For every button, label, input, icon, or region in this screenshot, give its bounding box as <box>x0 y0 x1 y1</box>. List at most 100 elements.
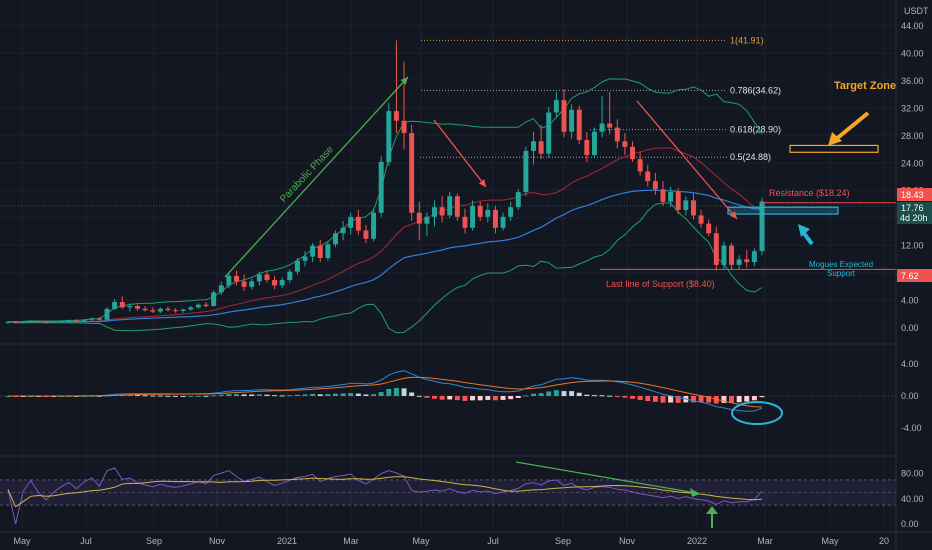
time-tick-label: 2021 <box>277 536 297 546</box>
macd-histogram-bar <box>142 395 148 397</box>
macd-histogram-bar <box>447 396 453 400</box>
macd-histogram-bar <box>348 393 354 396</box>
macd-axis[interactable]: 4.00 0.00 -4.00 <box>901 359 922 433</box>
candle-body <box>5 321 11 323</box>
macd-histogram-bar <box>546 391 552 396</box>
macd-histogram-bar <box>203 395 209 397</box>
candle-body <box>340 227 346 234</box>
time-tick-label: Sep <box>146 536 162 546</box>
candle-body <box>35 321 41 323</box>
macd-histogram-bar <box>561 391 567 396</box>
candle-body <box>279 279 285 286</box>
candle-body <box>698 215 704 224</box>
currency-label[interactable]: USDT <box>904 6 929 16</box>
candle-body <box>523 150 529 193</box>
rsi-tick-label: 40.00 <box>901 494 924 504</box>
macd-histogram-bar <box>325 394 331 396</box>
candle-body <box>477 205 483 217</box>
candle-body <box>241 281 247 287</box>
downtrend-arrow-1-head <box>478 179 486 187</box>
candle-body <box>302 256 308 261</box>
price-tick-label: 12.00 <box>901 241 924 251</box>
candle-body <box>492 209 498 228</box>
candle-body <box>119 301 125 308</box>
macd-histogram-bar <box>637 396 643 400</box>
macd-histogram-bar <box>302 394 308 396</box>
price-tick-label: 32.00 <box>901 103 924 113</box>
candle-body <box>325 244 331 258</box>
price-tick-label: 44.00 <box>901 21 924 31</box>
macd-histogram-bar <box>180 395 186 397</box>
parabolic-arrow-head <box>400 77 408 85</box>
rsi-pane[interactable] <box>0 461 896 528</box>
macd-histogram-bar <box>759 396 765 398</box>
rsi-axis[interactable]: 80.00 40.00 0.00 <box>901 469 924 529</box>
price-tick-label: 24.00 <box>901 158 924 168</box>
candle-body <box>211 292 217 307</box>
downtrend-arrow-2-head <box>729 211 737 219</box>
macd-histogram-bar <box>333 393 338 396</box>
macd-histogram-bar <box>173 395 179 397</box>
macd-histogram-bar <box>386 388 392 396</box>
candle-body <box>729 245 735 265</box>
macd-histogram-bar <box>287 395 293 397</box>
rsi-tick-label: 80.00 <box>901 469 924 479</box>
macd-histogram-bar <box>675 396 681 403</box>
last-price-badge: 18.43 <box>897 188 932 201</box>
fib-label: 0.786(34.62) <box>730 85 781 95</box>
candle-body <box>363 230 369 239</box>
macd-histogram-bar <box>218 394 224 396</box>
candle-body <box>462 216 468 228</box>
macd-tick-label: -4.00 <box>901 423 922 433</box>
candle-body <box>645 171 651 182</box>
candle-body <box>569 109 575 132</box>
macd-histogram-bar <box>729 396 735 403</box>
candlestick-series[interactable] <box>5 40 765 324</box>
candle-body <box>203 304 209 307</box>
macd-histogram-bar <box>569 391 575 396</box>
candle-body <box>104 308 110 320</box>
macd-histogram-bar <box>515 396 521 398</box>
candle-body <box>713 233 719 265</box>
macd-histogram-bar <box>234 394 239 396</box>
fib-label: 0.618(28.90) <box>730 125 781 135</box>
candle-body <box>401 120 407 134</box>
time-axis[interactable]: May Jul Sep Nov 2021 Mar May Jul Sep Nov 2022 Mar Ma… <box>13 536 889 546</box>
candle-body <box>371 212 377 239</box>
macd-pane[interactable] <box>0 370 896 425</box>
fib-retracement: 1(41.91) 0.786(34.62) 0.618(28.90) 0.5(24.8… <box>420 35 781 162</box>
rsi-tick-label: 0.00 <box>901 519 919 529</box>
candle-body <box>188 307 194 310</box>
macd-histogram-bar <box>150 395 156 397</box>
macd-histogram-bar <box>744 396 750 402</box>
macd-histogram-bar <box>355 393 361 396</box>
macd-histogram-bar <box>538 393 544 396</box>
candle-body <box>43 321 49 323</box>
downtrend-arrow-2 <box>636 100 738 220</box>
candle-body <box>333 233 338 245</box>
macd-histogram-bar <box>371 394 377 396</box>
time-tick-label: Jul <box>487 536 499 546</box>
candle-body <box>637 159 643 172</box>
candle-body <box>744 259 750 263</box>
macd-histogram-bar <box>576 392 582 396</box>
fib-label: 0.5(24.88) <box>730 152 771 162</box>
candle-body <box>150 310 156 312</box>
candle-body <box>317 245 323 258</box>
candle-body <box>96 318 102 320</box>
macd-histogram-bar <box>165 395 171 397</box>
support-arrow-head <box>798 224 810 237</box>
macd-histogram-bar <box>195 395 201 397</box>
macd-histogram-bar <box>310 393 316 396</box>
expected-support-label-line1: Mogues Expected <box>809 260 873 269</box>
candle-body <box>470 205 476 228</box>
candle-body <box>310 245 316 257</box>
time-tick-label: Nov <box>209 536 226 546</box>
macd-histogram-bar <box>668 396 674 403</box>
candle-body <box>81 319 87 322</box>
time-tick-label: Mar <box>757 536 773 546</box>
candle-body <box>142 308 148 311</box>
macd-histogram-bar <box>622 396 628 398</box>
macd-histogram-bar <box>211 395 217 397</box>
